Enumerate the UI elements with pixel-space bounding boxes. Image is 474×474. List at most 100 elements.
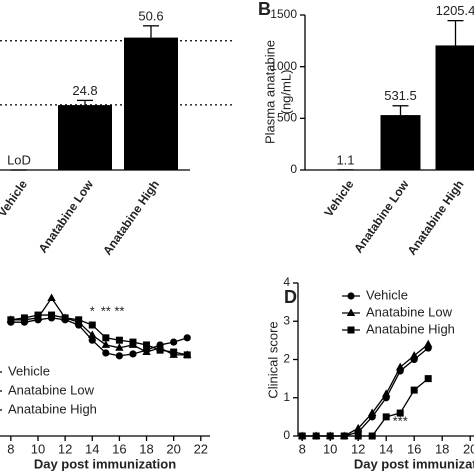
point xyxy=(47,293,56,301)
y-tick-label: 500 xyxy=(277,111,297,125)
bar xyxy=(58,105,112,170)
point xyxy=(129,338,137,346)
legend-marker xyxy=(347,292,355,300)
point xyxy=(424,339,433,348)
y-tick-label: 3 xyxy=(283,313,290,327)
point xyxy=(424,375,432,383)
y-tick-label: 0 xyxy=(283,428,290,442)
x-axis-title: Day post immunization xyxy=(34,456,176,471)
legend-marker xyxy=(346,308,356,316)
bar xyxy=(435,45,474,170)
value-label: 50.6 xyxy=(138,8,163,23)
point xyxy=(20,314,28,322)
x-tick-label: Vehicle xyxy=(321,177,356,219)
x-tick-label: Anatabine Low xyxy=(351,177,412,255)
x-axis-title: Day post immunization xyxy=(354,456,474,471)
point xyxy=(101,340,111,348)
point xyxy=(143,341,151,349)
x-tick-label: 10 xyxy=(323,441,337,456)
point xyxy=(410,351,419,359)
x-tick-label: 12 xyxy=(351,441,365,456)
value-label: 1205.4 xyxy=(436,3,474,18)
series-line xyxy=(302,347,429,437)
x-tick-label: 16 xyxy=(407,441,421,456)
point xyxy=(88,321,96,329)
point xyxy=(368,432,376,440)
y-tick-label: 4 xyxy=(283,275,290,289)
point xyxy=(75,316,83,324)
y-tick-label: 2 xyxy=(283,352,290,366)
point xyxy=(115,336,123,344)
legend-label: Anatabine Low xyxy=(366,304,453,319)
x-tick-label: Anatabine High xyxy=(405,178,467,258)
legend-label: Vehicle xyxy=(366,287,408,302)
legend-label: Vehicle xyxy=(8,363,50,378)
point xyxy=(396,362,405,371)
value-label: LoD xyxy=(7,152,31,167)
point xyxy=(410,386,418,394)
x-tick-label: 14 xyxy=(85,441,99,456)
y-axis-title: Clinical score xyxy=(265,321,280,398)
x-tick-label: 14 xyxy=(379,441,393,456)
point xyxy=(170,348,178,356)
point xyxy=(102,334,110,342)
x-tick-label: 8 xyxy=(299,441,306,456)
y-axis-title: (ng/mL) xyxy=(278,70,293,115)
point xyxy=(382,413,390,421)
value-label: 24.8 xyxy=(72,83,97,98)
point xyxy=(183,351,191,359)
bar xyxy=(124,37,178,171)
point xyxy=(129,350,137,358)
annotation: ** xyxy=(101,303,111,318)
panel-label: D xyxy=(284,287,297,307)
x-tick-label: 8 xyxy=(7,441,14,456)
point xyxy=(61,314,69,322)
point xyxy=(382,389,391,397)
series-line xyxy=(302,378,429,437)
point xyxy=(354,423,363,432)
point xyxy=(7,316,15,324)
x-tick-label: 20 xyxy=(463,441,474,456)
point xyxy=(368,408,377,417)
annotation: ** xyxy=(114,303,124,318)
x-tick-label: 16 xyxy=(112,441,126,456)
x-tick-label: Anatabine High xyxy=(100,178,162,258)
panel-label: B xyxy=(258,0,271,19)
x-tick-label: 18 xyxy=(139,441,153,456)
point xyxy=(142,347,151,356)
y-tick-label: 1 xyxy=(283,390,290,404)
legend-label: Anatabine High xyxy=(8,401,97,416)
point xyxy=(34,311,42,319)
legend-label: Anatabine Low xyxy=(8,382,95,397)
point xyxy=(170,338,178,346)
point xyxy=(183,334,191,342)
point xyxy=(312,432,320,440)
y-tick-label: 0 xyxy=(290,162,297,176)
point xyxy=(88,330,97,338)
point xyxy=(326,432,334,440)
annotation: *** xyxy=(393,413,408,428)
point xyxy=(102,349,110,357)
point xyxy=(115,352,123,360)
legend-marker xyxy=(347,326,355,334)
x-tick-label: Vehicle xyxy=(0,177,30,219)
x-tick-label: 12 xyxy=(58,441,72,456)
series-line xyxy=(302,343,429,437)
x-tick-label: 18 xyxy=(435,441,449,456)
x-tick-label: Anatabine Low xyxy=(36,177,97,255)
x-tick-label: 20 xyxy=(166,441,180,456)
point xyxy=(340,432,348,440)
point xyxy=(48,311,56,319)
y-tick-label: 1000 xyxy=(270,59,297,73)
bar xyxy=(380,115,421,170)
value-label: 1.1 xyxy=(336,152,354,167)
point xyxy=(396,409,404,417)
y-axis-title: Plasma anatabine xyxy=(262,40,277,144)
point xyxy=(354,432,362,440)
annotation: * xyxy=(90,303,95,318)
y-tick-label: 1500 xyxy=(270,7,297,21)
point xyxy=(115,343,124,351)
legend-label: Anatabine High xyxy=(366,321,455,336)
